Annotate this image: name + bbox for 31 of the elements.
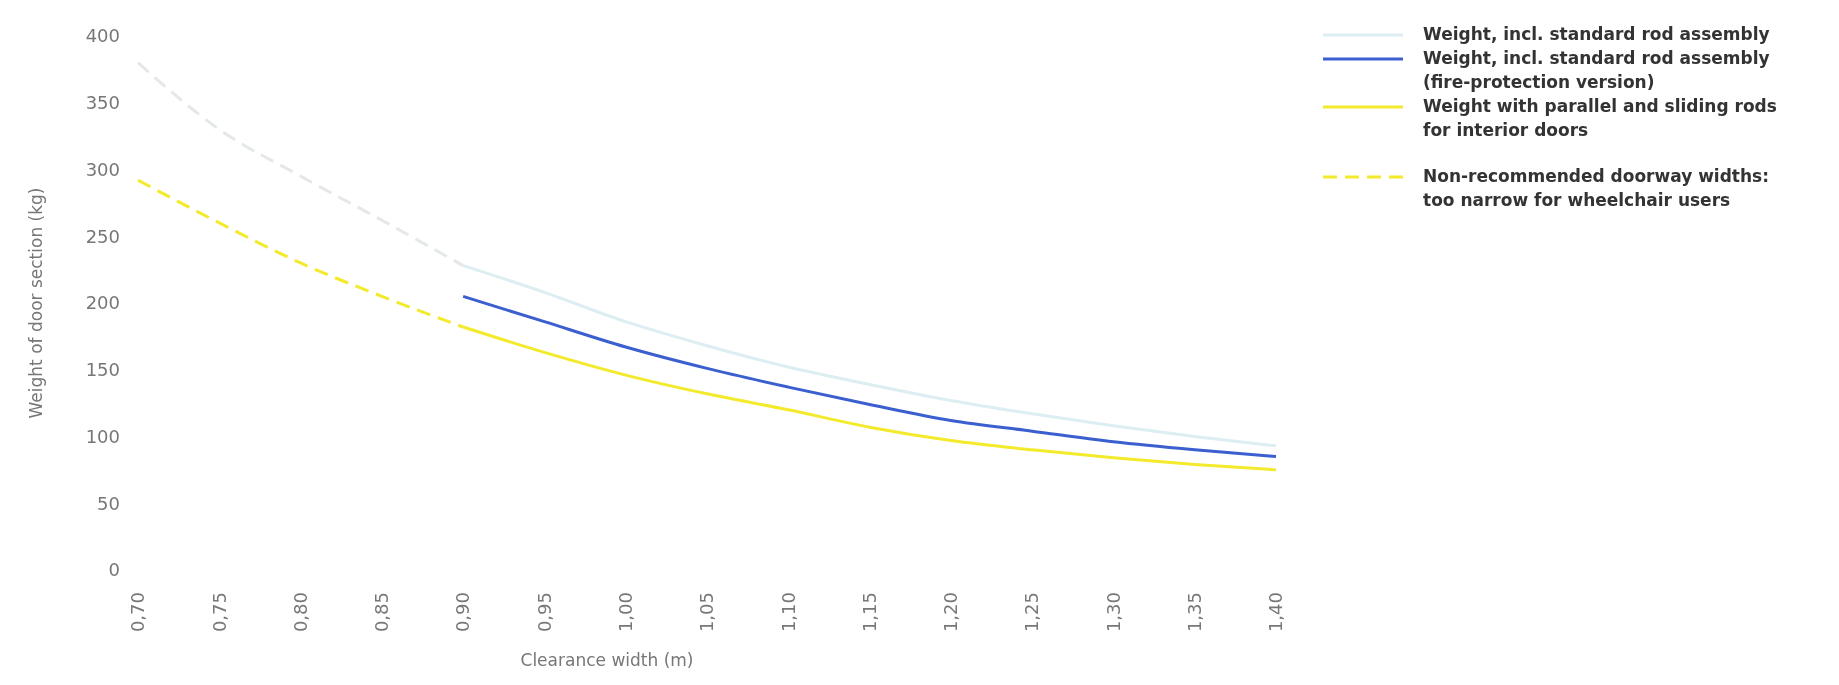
legend-label: Weight, incl. standard rod assembly [1423, 24, 1770, 44]
x-tick-label: 1,35 [1184, 592, 1206, 633]
x-tick-label: 0,90 [452, 592, 474, 633]
y-tick-label: 100 [85, 425, 120, 447]
legend-label: Weight with parallel and sliding rods for interior doors [1423, 96, 1777, 140]
x-tick-label: 1,10 [777, 592, 799, 633]
y-tick-label: 300 [85, 158, 120, 180]
legend-label: Non-recommended doorway widths: too narrow for wheelchair users [1423, 166, 1769, 210]
x-tick-label: 1,05 [696, 592, 718, 633]
y-tick-label: 200 [85, 292, 120, 314]
x-tick-label: 1,40 [1265, 592, 1287, 633]
y-tick-label: 150 [85, 359, 120, 381]
y-tick-label: 400 [85, 25, 120, 47]
line-series [461, 294, 1278, 459]
x-tick-label: 0,95 [533, 592, 555, 633]
y-tick-label: 350 [85, 92, 120, 114]
y-tick-label: 50 [97, 492, 120, 514]
x-tick-label: 0,85 [371, 592, 393, 633]
x-tick-label: 1,15 [858, 592, 880, 633]
x-tick-label: 1,30 [1102, 592, 1124, 633]
y-tick-label: 250 [85, 225, 120, 247]
legend-label: Weight, incl. standard rod assembly (fire-protection version) [1423, 48, 1770, 92]
x-tick-label: 1,00 [615, 592, 637, 633]
x-tick-label: 0,80 [289, 592, 311, 633]
x-tick-label: 0,75 [208, 592, 230, 633]
x-tick-label: 0,70 [127, 592, 149, 633]
y-axis-title: Weight of door section (kg) [26, 187, 46, 419]
x-tick-label: 1,20 [940, 592, 962, 633]
x-axis-title: Clearance width (m) [520, 650, 694, 670]
y-tick-label: 0 [108, 559, 120, 581]
x-tick-label: 1,25 [1021, 592, 1043, 633]
